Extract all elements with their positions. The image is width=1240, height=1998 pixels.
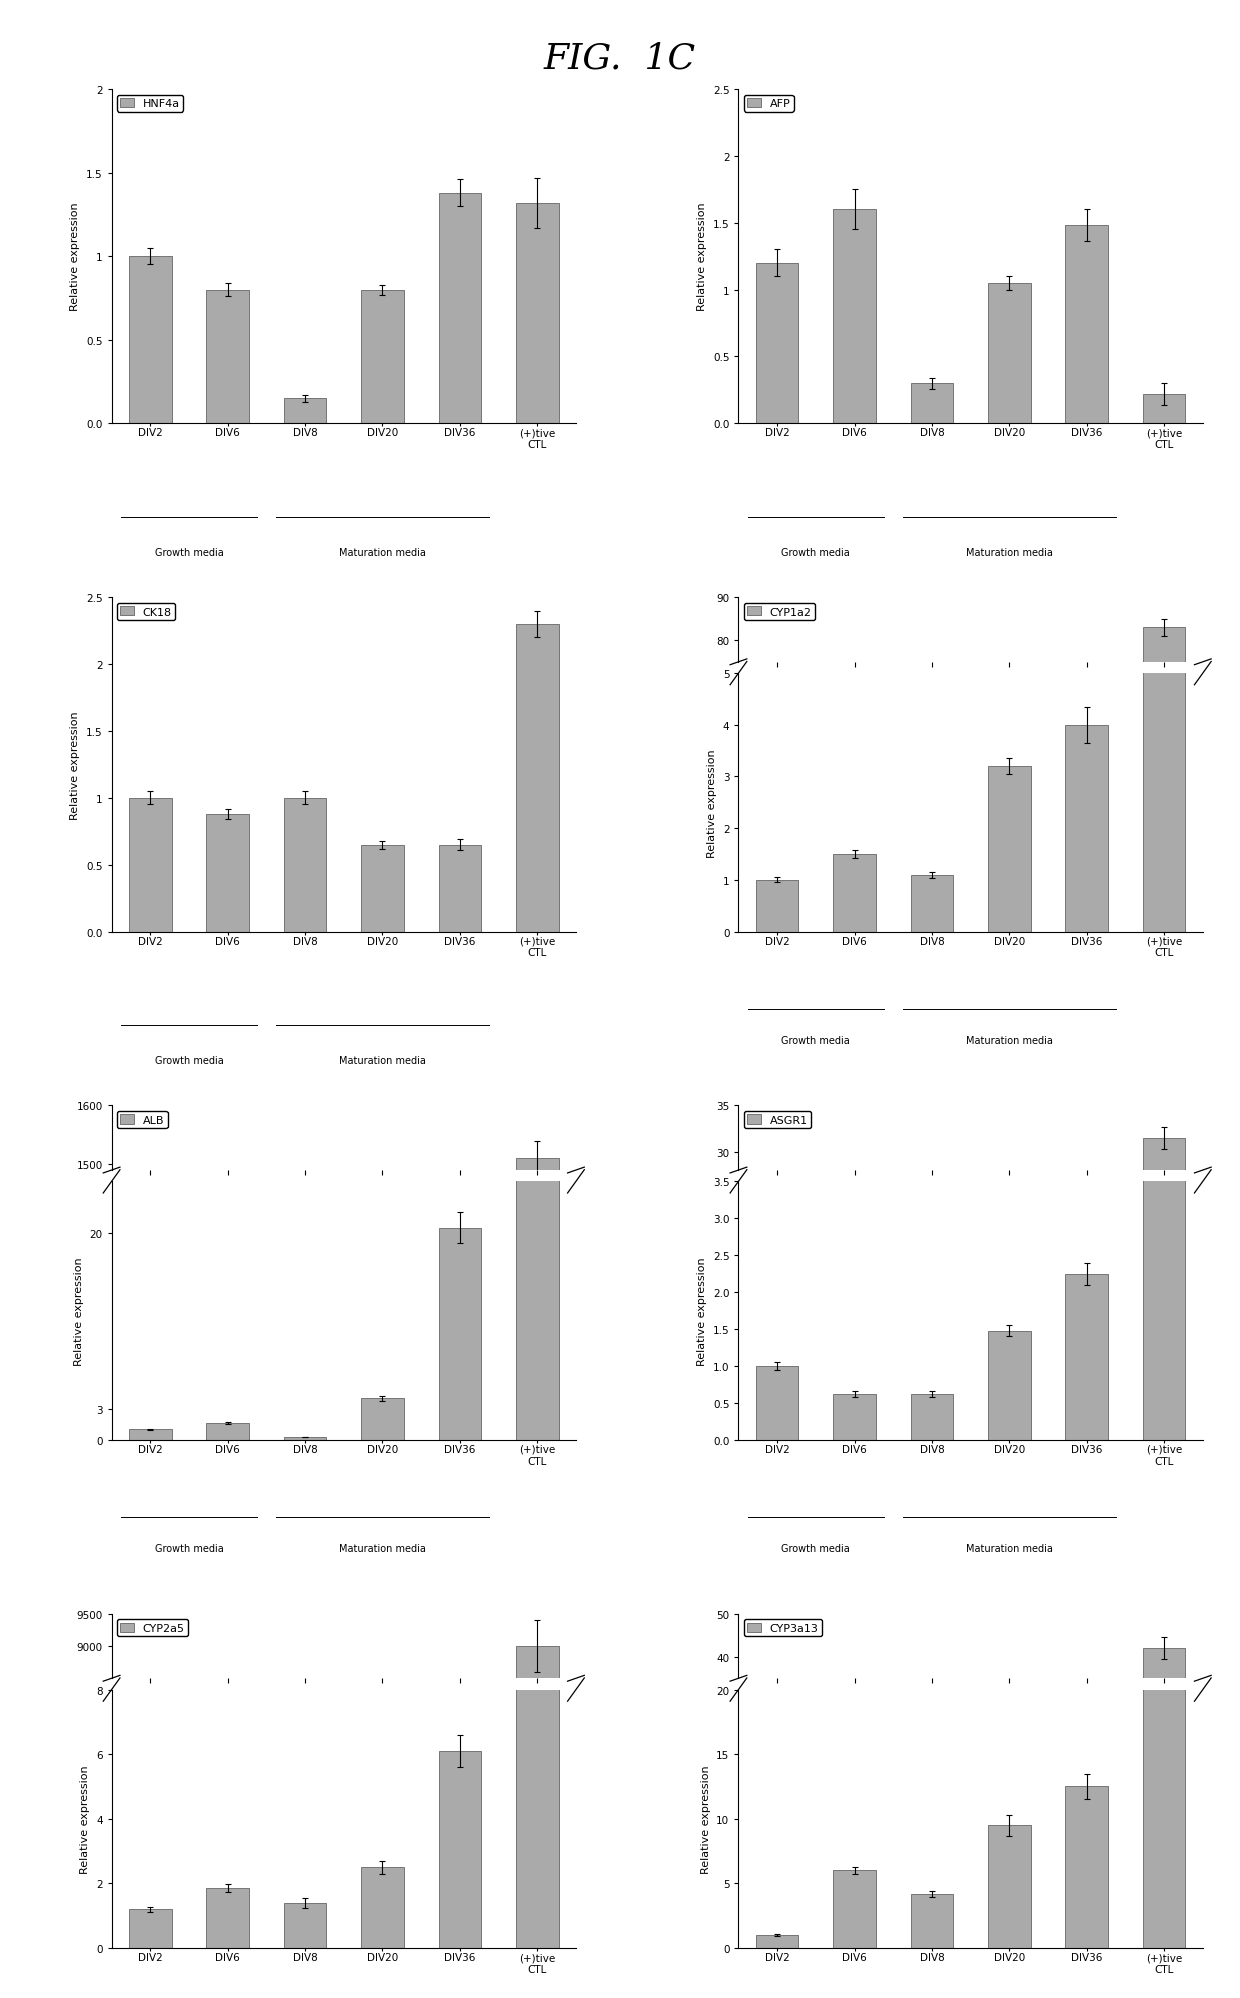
Bar [516,1646,558,1998]
Bar [206,1423,249,1441]
Bar [516,625,558,933]
Text: Maturation media: Maturation media [339,1055,425,1065]
Bar [988,767,1030,933]
Legend: ALB: ALB [117,1111,167,1129]
Bar [129,1910,171,1948]
Y-axis label: Relative expression: Relative expression [71,202,81,312]
Y-axis label: Relative expression: Relative expression [74,1257,84,1365]
Text: Maturation media: Maturation media [966,1035,1053,1045]
Bar [439,1750,481,1948]
Y-axis label: Relative expression: Relative expression [71,711,81,819]
Bar [1065,1275,1109,1441]
Bar [756,1367,799,1441]
Y-axis label: Relative expression: Relative expression [697,202,707,312]
Y-axis label: Relative expression: Relative expression [701,1764,711,1874]
Bar [833,1870,875,1948]
Text: Maturation media: Maturation media [966,547,1053,557]
Bar [284,1902,326,1948]
Text: Growth media: Growth media [155,1542,223,1552]
Text: Maturation media: Maturation media [966,1542,1053,1552]
Bar [516,1159,558,1998]
Bar [910,1810,954,1828]
Bar [516,204,558,424]
Bar [910,384,954,424]
Text: Growth media: Growth media [781,1035,851,1045]
Bar [1065,969,1109,985]
Y-axis label: Relative expression: Relative expression [707,749,717,857]
Bar [988,1826,1030,1948]
Bar [833,1804,875,1828]
Bar [756,1824,799,1828]
Bar [439,194,481,424]
Bar [1143,0,1185,933]
Bar [988,971,1030,985]
Bar [361,290,404,424]
Bar [910,875,954,933]
Bar [361,1399,404,1441]
Bar [129,258,171,424]
Legend: CK18: CK18 [117,603,175,621]
Bar [129,1431,171,1441]
Text: FIG.  1C: FIG. 1C [544,42,696,76]
Bar [206,815,249,933]
Legend: ASGR1: ASGR1 [744,1111,811,1129]
Bar [910,1423,954,1429]
Bar [756,1419,799,1429]
Legend: AFP: AFP [744,96,794,112]
Bar [1143,1405,1185,1948]
Bar [1065,1776,1109,1828]
Bar [1143,396,1185,424]
Text: Growth media: Growth media [155,547,223,557]
Bar [756,981,799,985]
Bar [1143,1139,1185,1429]
Bar [988,1331,1030,1441]
Y-axis label: Relative expression: Relative expression [81,1764,91,1874]
Bar [833,1423,875,1429]
Bar [516,0,558,1441]
Bar [910,981,954,985]
Legend: CYP3a13: CYP3a13 [744,1620,822,1636]
Bar [206,290,249,424]
Y-axis label: Relative expression: Relative expression [697,1257,707,1365]
Bar [1065,725,1109,933]
Bar [284,400,326,424]
Bar [439,1229,481,1441]
Text: Growth media: Growth media [155,1055,223,1065]
Bar [1143,0,1185,1441]
Bar [988,1788,1030,1828]
Bar [833,1395,875,1441]
Legend: CYP1a2: CYP1a2 [744,603,815,621]
Bar [833,855,875,933]
Text: Maturation media: Maturation media [339,1542,425,1552]
Bar [516,0,558,1948]
Bar [833,979,875,985]
Bar [756,264,799,424]
Legend: CYP2a5: CYP2a5 [117,1620,188,1636]
Bar [988,1415,1030,1429]
Bar [910,1395,954,1441]
Bar [129,799,171,933]
Text: Growth media: Growth media [781,547,851,557]
Bar [439,845,481,933]
Bar [1065,226,1109,424]
Bar [1143,1648,1185,1828]
Bar [910,1894,954,1948]
Bar [833,210,875,424]
Bar [284,799,326,933]
Bar [1065,1409,1109,1429]
Bar [1065,1786,1109,1948]
Bar [361,845,404,933]
Legend: HNF4a: HNF4a [117,96,184,112]
Text: Maturation media: Maturation media [339,547,425,557]
Bar [284,1437,326,1441]
Bar [756,881,799,933]
Bar [756,1936,799,1948]
Bar [361,1868,404,1948]
Bar [988,284,1030,424]
Text: Growth media: Growth media [781,1542,851,1552]
Bar [1143,627,1185,985]
Bar [206,1888,249,1948]
